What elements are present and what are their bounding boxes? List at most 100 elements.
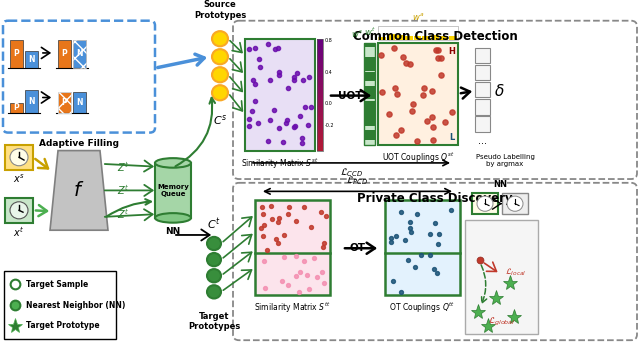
Bar <box>317 95 323 96</box>
Point <box>273 220 283 225</box>
Point <box>319 240 329 245</box>
Point <box>258 233 268 239</box>
Bar <box>364 116 375 126</box>
Bar <box>317 98 323 99</box>
Bar <box>58 92 71 113</box>
Bar <box>378 26 458 40</box>
Bar <box>317 145 323 146</box>
Text: $w^s$: $w^s$ <box>351 28 363 39</box>
Text: ...: ... <box>478 136 487 146</box>
Bar <box>317 114 323 115</box>
Text: $Z^t$: $Z^t$ <box>117 160 129 174</box>
Point <box>244 117 255 122</box>
Bar <box>317 85 323 86</box>
Point <box>408 101 418 107</box>
Text: P: P <box>13 50 19 58</box>
Point <box>250 98 260 104</box>
Bar <box>317 58 323 60</box>
Text: Adaptive Filling: Adaptive Filling <box>39 139 119 148</box>
Bar <box>317 122 323 123</box>
Point <box>407 108 417 114</box>
Text: P: P <box>61 50 67 58</box>
Point <box>303 74 314 80</box>
Bar <box>317 87 323 88</box>
Text: Common Class Detection: Common Class Detection <box>353 30 517 43</box>
Point <box>396 289 406 294</box>
Point <box>250 81 260 87</box>
Point <box>256 225 266 231</box>
Bar <box>4 271 116 339</box>
Bar <box>58 92 71 113</box>
Text: -0.2: -0.2 <box>324 123 334 128</box>
Bar <box>317 143 323 144</box>
Text: $\delta$: $\delta$ <box>494 83 504 99</box>
Bar <box>317 50 323 51</box>
Point <box>403 257 413 263</box>
Bar <box>317 111 323 112</box>
Bar <box>475 48 490 63</box>
Point <box>429 221 440 226</box>
Bar <box>317 106 323 107</box>
Point <box>274 69 284 75</box>
Bar <box>317 54 323 55</box>
Bar <box>317 47 323 48</box>
Text: Target Sample: Target Sample <box>26 280 88 289</box>
Text: UOT Couplings $Q^{st}$: UOT Couplings $Q^{st}$ <box>382 151 454 165</box>
Bar <box>364 86 375 99</box>
Point <box>416 252 426 257</box>
Bar <box>317 53 323 54</box>
Circle shape <box>212 67 228 82</box>
Text: Similarity Matrix $S^{tt}$: Similarity Matrix $S^{tt}$ <box>254 300 331 315</box>
Point <box>386 235 396 240</box>
Bar <box>317 135 323 136</box>
Bar <box>317 73 323 74</box>
Bar <box>317 141 323 142</box>
Bar <box>317 79 323 80</box>
Point <box>421 118 431 124</box>
Text: Nearest Neighbor (NN): Nearest Neighbor (NN) <box>26 301 125 310</box>
Point <box>440 119 450 125</box>
Point <box>390 85 400 90</box>
Circle shape <box>207 253 221 266</box>
Circle shape <box>207 285 221 299</box>
Point <box>264 78 275 83</box>
Bar <box>317 121 323 122</box>
Text: Target Prototype: Target Prototype <box>26 322 100 331</box>
Bar <box>317 101 323 102</box>
Bar <box>58 92 71 113</box>
Point <box>303 123 314 128</box>
Bar <box>317 147 323 148</box>
Point <box>294 289 304 294</box>
Bar <box>317 144 323 145</box>
Text: Memory
Queue: Memory Queue <box>157 184 189 197</box>
Point <box>284 85 294 90</box>
Text: N: N <box>76 50 83 58</box>
Text: 0.4: 0.4 <box>324 70 332 75</box>
Bar <box>317 56 323 57</box>
Bar <box>317 94 323 95</box>
Bar <box>317 76 323 77</box>
Bar <box>317 129 323 130</box>
Bar <box>317 136 323 137</box>
Point <box>259 222 269 228</box>
Bar <box>5 145 33 170</box>
Text: H: H <box>448 47 455 56</box>
Bar <box>245 39 315 151</box>
Bar <box>317 142 323 143</box>
Bar <box>364 72 375 81</box>
Bar <box>422 36 430 40</box>
Point <box>244 123 254 129</box>
Bar <box>317 80 323 82</box>
Bar <box>317 130 323 131</box>
Text: $\mathcal{L}_{PCD}$: $\mathcal{L}_{PCD}$ <box>346 174 369 186</box>
Text: N: N <box>76 98 83 107</box>
Bar <box>317 136 323 137</box>
Bar <box>317 41 323 42</box>
Bar <box>317 116 323 117</box>
Bar <box>317 118 323 119</box>
Point <box>388 45 399 51</box>
Point <box>263 41 273 46</box>
Bar <box>317 51 323 52</box>
Bar <box>378 43 458 145</box>
Point <box>269 107 279 112</box>
